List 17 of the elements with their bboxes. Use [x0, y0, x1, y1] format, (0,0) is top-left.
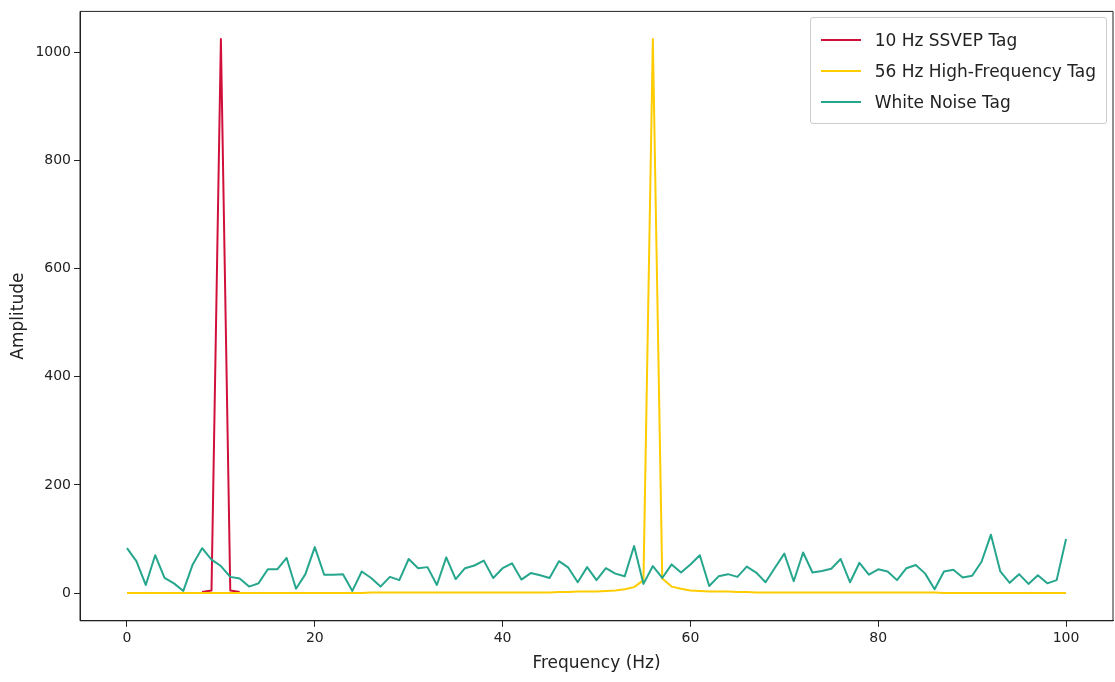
y-tick-label: 600: [44, 259, 72, 276]
y-tick-label: 0: [62, 583, 72, 600]
y-tick-label: 400: [44, 367, 72, 384]
x-tick-label: 20: [305, 628, 324, 645]
legend-label: 10 Hz SSVEP Tag: [874, 29, 1018, 50]
x-tick-label: 100: [1052, 628, 1080, 645]
x-axis-title: Frequency (Hz): [532, 652, 661, 673]
y-axis-title: Amplitude: [6, 272, 27, 360]
x-tick-label: 0: [122, 628, 132, 645]
y-tick-label: 1000: [35, 42, 72, 59]
y-tick-label: 800: [44, 150, 72, 167]
x-tick-label: 60: [681, 628, 700, 645]
x-tick-label: 80: [869, 628, 888, 645]
x-tick-label: 40: [493, 628, 512, 645]
legend-label: 56 Hz High-Frequency Tag: [874, 60, 1096, 81]
y-tick-label: 200: [44, 475, 72, 492]
legend-label: White Noise Tag: [874, 91, 1011, 112]
